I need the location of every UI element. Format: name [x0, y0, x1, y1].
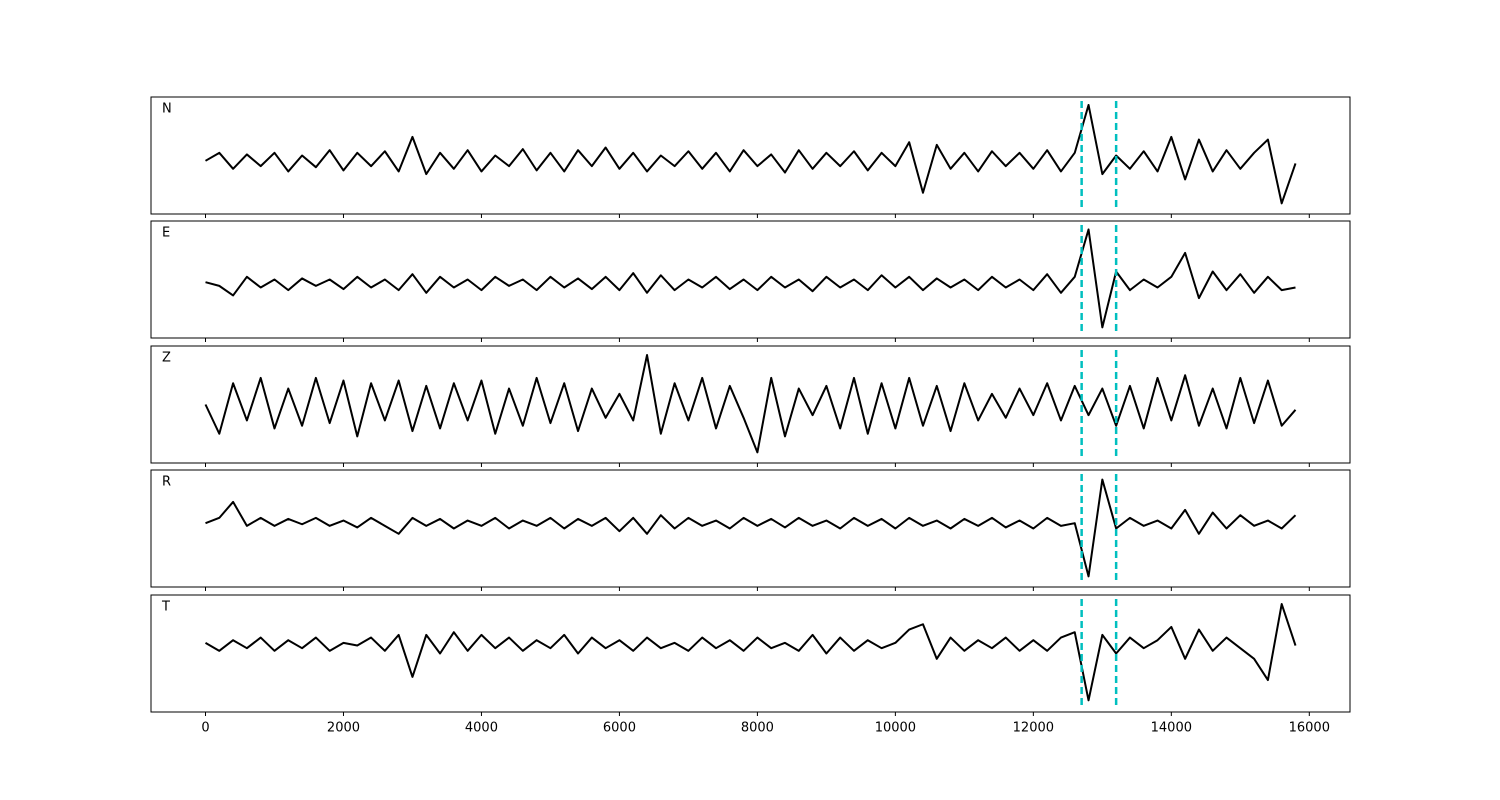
panel-label: R — [162, 475, 171, 490]
x-tick-label: 12000 — [1013, 721, 1054, 736]
x-tick-label: 6000 — [603, 721, 636, 736]
x-tick-label: 0 — [201, 721, 209, 736]
panel-label: Z — [162, 351, 171, 366]
panel-frame — [150, 345, 1351, 464]
panel-frame — [150, 96, 1351, 215]
panel-frame — [150, 220, 1351, 339]
x-tick-label: 16000 — [1289, 721, 1330, 736]
trace — [204, 603, 1297, 702]
trace — [205, 478, 1297, 578]
x-tick-label: 14000 — [1151, 721, 1192, 736]
x-tick-label: 2000 — [327, 721, 360, 736]
x-tick-label: 4000 — [465, 721, 498, 736]
panel-frame — [150, 594, 1351, 713]
panel-label: N — [162, 102, 172, 117]
trace — [204, 103, 1297, 205]
trace — [205, 228, 1296, 329]
x-tick-label: 8000 — [741, 721, 774, 736]
panel-frame — [150, 469, 1351, 588]
panel-label: E — [162, 226, 170, 241]
x-tick-label: 10000 — [875, 721, 916, 736]
trace — [204, 354, 1297, 454]
panel-label: T — [161, 600, 170, 615]
